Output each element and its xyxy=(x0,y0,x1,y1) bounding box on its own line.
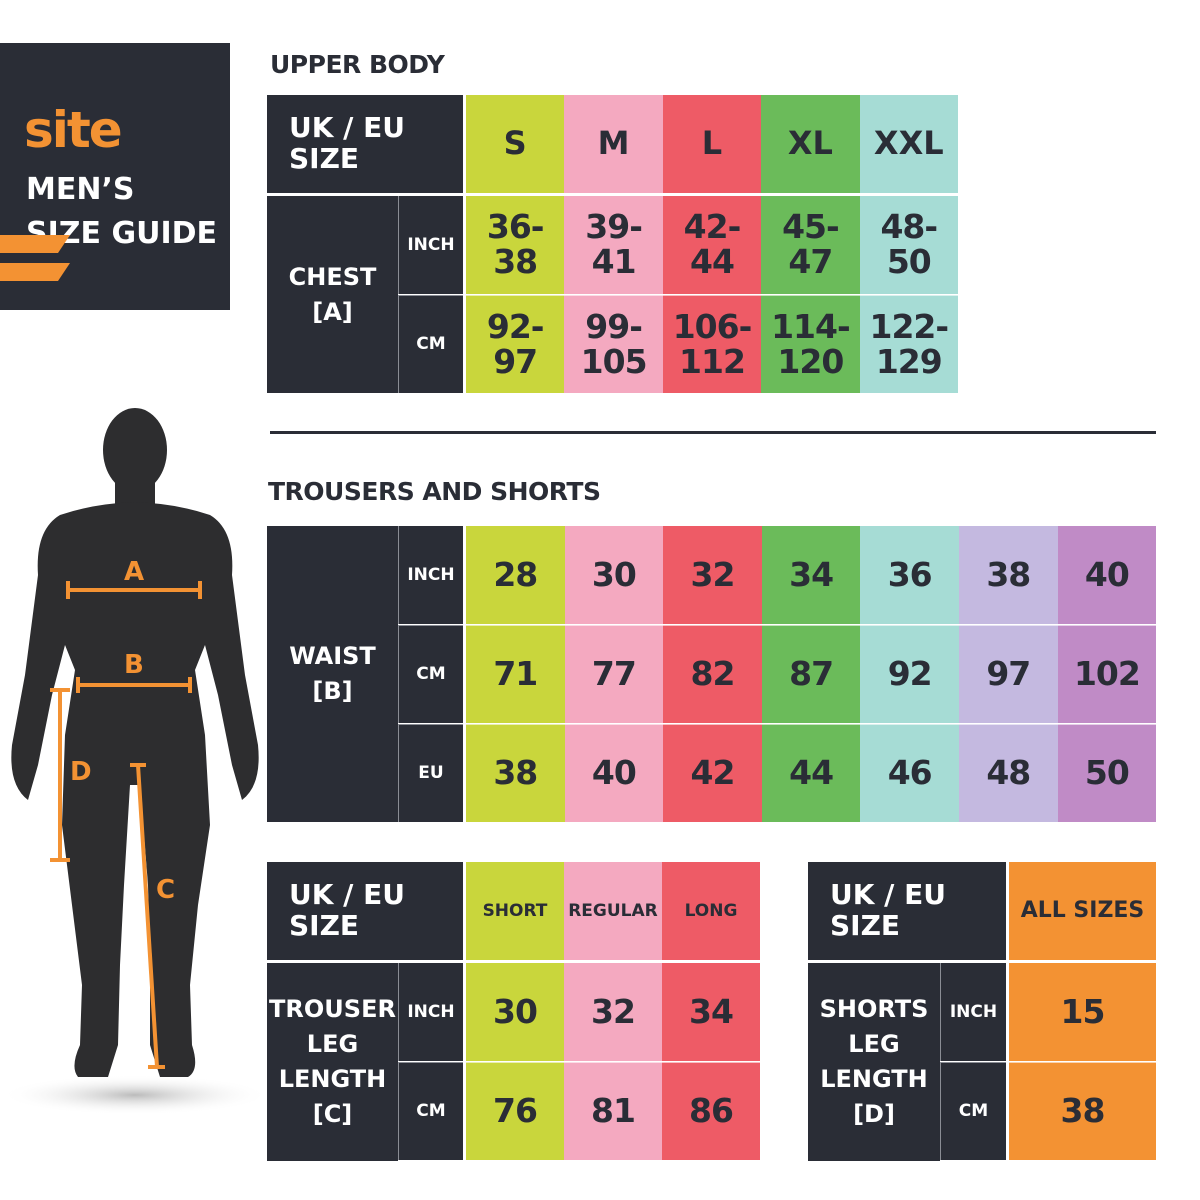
waist-value: 36 xyxy=(860,526,959,624)
trouser-leg-label: TROUSER LEG LENGTH [C] xyxy=(267,963,398,1161)
silhouette xyxy=(11,408,259,1077)
waist-value: 82 xyxy=(663,625,762,723)
size-xl: XL xyxy=(761,95,860,193)
trousers-title: TROUSERS AND SHORTS xyxy=(268,477,601,506)
unit-label: INCH xyxy=(398,196,463,294)
unit-label: INCH xyxy=(398,963,463,1061)
unit-label: CM xyxy=(398,295,463,393)
waist-value: 50 xyxy=(1057,724,1157,822)
size-s: S xyxy=(466,95,565,193)
label-b: B xyxy=(124,650,144,680)
chest-value: 99- 105 xyxy=(564,295,663,393)
waist-value: 46 xyxy=(860,724,959,822)
stripes-decoration xyxy=(0,235,70,281)
unit-label: INCH xyxy=(940,963,1006,1061)
shorts-leg-value: 38 xyxy=(1009,1062,1156,1160)
trouser-leg-value: 32 xyxy=(564,963,662,1061)
chest-value: 48- 50 xyxy=(859,196,958,294)
shorts-leg-label: SHORTS LEG LENGTH [D] xyxy=(808,963,940,1161)
chest-label: CHEST [A] xyxy=(267,196,398,393)
waist-value: 28 xyxy=(466,526,565,624)
waist-value: 38 xyxy=(959,526,1058,624)
measure-lines xyxy=(50,581,202,1069)
upper-body-title: UPPER BODY xyxy=(270,50,445,79)
waist-value: 87 xyxy=(761,625,861,723)
waist-value: 38 xyxy=(466,724,565,822)
unit-label: CM xyxy=(398,625,463,723)
all-sizes-header: ALL SIZES xyxy=(1009,862,1156,960)
waist-value: 102 xyxy=(1057,625,1157,723)
length-regular: REGULAR xyxy=(564,862,662,960)
size-xxl: XXL xyxy=(859,95,958,193)
guide-title-line1: MEN’S xyxy=(26,172,135,207)
chest-value: 114- 120 xyxy=(761,295,860,393)
trouser-leg-value: 86 xyxy=(662,1062,760,1160)
trouser-leg-value: 81 xyxy=(564,1062,662,1160)
size-header: UK / EU SIZE xyxy=(267,862,463,960)
chest-value: 45- 47 xyxy=(761,196,860,294)
waist-value: 40 xyxy=(1057,526,1157,624)
size-header: UK / EU SIZE xyxy=(267,95,463,193)
length-long: LONG xyxy=(662,862,760,960)
chest-value: 106- 112 xyxy=(662,295,762,393)
trouser-leg-value: 34 xyxy=(662,963,760,1061)
unit-label: CM xyxy=(940,1062,1006,1160)
unit-label: EU xyxy=(398,724,463,822)
waist-value: 48 xyxy=(959,724,1058,822)
waist-value: 40 xyxy=(564,724,664,822)
waist-value: 30 xyxy=(564,526,664,624)
label-d: D xyxy=(70,757,92,787)
chest-value: 42- 44 xyxy=(662,196,762,294)
chest-value: 36- 38 xyxy=(466,196,565,294)
brand-panel: site MEN’S SIZE GUIDE xyxy=(0,43,230,310)
waist-value: 44 xyxy=(761,724,861,822)
waist-value: 77 xyxy=(564,625,664,723)
size-l: L xyxy=(662,95,762,193)
waist-value: 97 xyxy=(959,625,1058,723)
unit-label: INCH xyxy=(398,526,463,624)
size-m: M xyxy=(564,95,663,193)
chest-value: 92- 97 xyxy=(466,295,565,393)
waist-value: 42 xyxy=(663,724,762,822)
trouser-leg-value: 30 xyxy=(466,963,564,1061)
waist-value: 34 xyxy=(761,526,861,624)
shorts-leg-value: 15 xyxy=(1009,963,1156,1061)
trouser-leg-value: 76 xyxy=(466,1062,564,1160)
waist-value: 71 xyxy=(466,625,565,723)
label-a: A xyxy=(124,557,144,587)
chest-value: 39- 41 xyxy=(564,196,663,294)
unit-label: CM xyxy=(398,1062,463,1160)
label-c: C xyxy=(156,875,175,905)
length-short: SHORT xyxy=(466,862,564,960)
floor-shadow xyxy=(0,1075,270,1115)
chest-value: 122- 129 xyxy=(859,295,958,393)
body-figure: A B C D xyxy=(0,408,270,1115)
waist-value: 92 xyxy=(860,625,959,723)
waist-label: WAIST [B] xyxy=(267,526,398,822)
size-header: UK / EU SIZE xyxy=(808,862,1006,960)
waist-value: 32 xyxy=(663,526,762,624)
section-divider xyxy=(270,431,1156,434)
brand-logo: site xyxy=(24,101,123,159)
